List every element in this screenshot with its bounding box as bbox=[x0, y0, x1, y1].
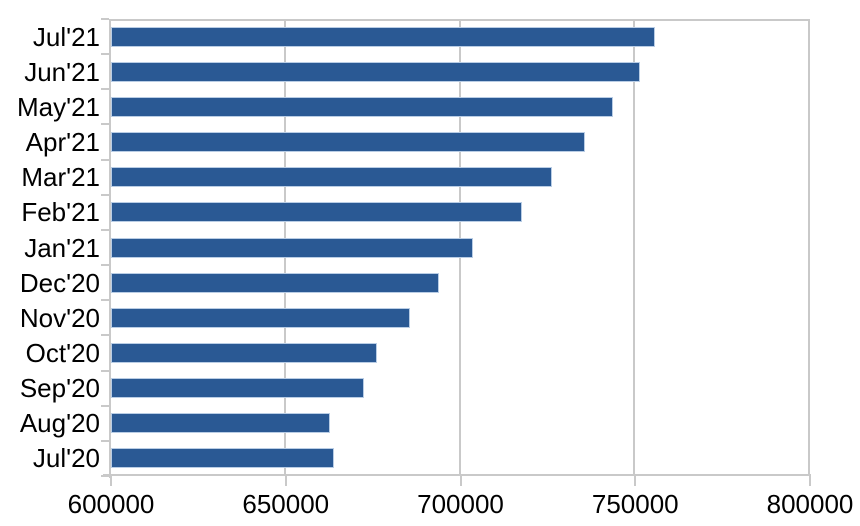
y-axis-tick bbox=[101, 475, 109, 477]
bar-jul21 bbox=[111, 26, 656, 47]
gridline bbox=[633, 19, 636, 476]
y-axis-label: Apr'21 bbox=[25, 127, 100, 158]
y-axis-tick bbox=[101, 158, 109, 161]
y-axis-tick bbox=[101, 369, 109, 372]
y-axis-label: Sep'20 bbox=[19, 373, 100, 404]
y-axis-tick bbox=[101, 299, 109, 302]
y-axis-label: Jul'21 bbox=[32, 21, 100, 52]
y-axis-label: Dec'20 bbox=[19, 267, 100, 298]
x-axis-label: 700000 bbox=[417, 489, 504, 519]
y-axis-label: Jun'21 bbox=[24, 56, 100, 87]
x-axis-line bbox=[103, 474, 811, 476]
bar-sep20 bbox=[111, 378, 365, 399]
y-axis-label: Feb'21 bbox=[21, 197, 100, 228]
y-axis-label: Jul'20 bbox=[32, 443, 100, 474]
y-axis-tick bbox=[101, 193, 109, 196]
gridline bbox=[808, 19, 810, 476]
x-axis-tick bbox=[634, 476, 637, 486]
bar-apr21 bbox=[111, 132, 586, 153]
x-axis-label: 600000 bbox=[67, 489, 155, 519]
bar-jun21 bbox=[111, 61, 640, 82]
y-axis-tick bbox=[101, 228, 109, 231]
y-axis-label: Mar'21 bbox=[21, 162, 100, 193]
y-axis-tick bbox=[101, 439, 109, 442]
y-axis-label: Jan'21 bbox=[24, 232, 100, 263]
y-axis-label: May'21 bbox=[16, 91, 100, 122]
bar-oct20 bbox=[111, 342, 377, 363]
bar-jan21 bbox=[111, 237, 474, 258]
y-axis-label: Nov'20 bbox=[19, 302, 100, 333]
bar-aug20 bbox=[111, 413, 331, 434]
y-axis-tick bbox=[101, 404, 109, 407]
y-axis-label: Oct'20 bbox=[25, 337, 100, 368]
y-axis-tick bbox=[101, 264, 109, 267]
bar-feb21 bbox=[111, 202, 522, 223]
x-axis-label: 800000 bbox=[766, 489, 854, 519]
bar-mar21 bbox=[111, 167, 553, 188]
y-axis-line bbox=[109, 19, 111, 478]
x-axis-tick bbox=[809, 476, 811, 486]
plot-area bbox=[109, 19, 810, 476]
bar-jul20 bbox=[111, 448, 334, 469]
y-axis-tick bbox=[101, 123, 109, 126]
x-axis-tick bbox=[284, 476, 287, 486]
x-axis-tick bbox=[110, 476, 112, 486]
bar-nov20 bbox=[111, 307, 410, 328]
y-axis-label: Aug'20 bbox=[19, 408, 100, 439]
x-axis-tick bbox=[459, 476, 462, 486]
bar-may21 bbox=[111, 96, 613, 117]
x-axis-label: 650000 bbox=[242, 489, 330, 519]
x-axis-label: 750000 bbox=[591, 489, 679, 519]
y-axis-tick bbox=[101, 88, 109, 91]
y-axis-tick bbox=[101, 334, 109, 337]
y-axis-tick bbox=[101, 18, 109, 20]
y-axis-tick bbox=[101, 53, 109, 56]
bar-dec20 bbox=[111, 272, 439, 293]
